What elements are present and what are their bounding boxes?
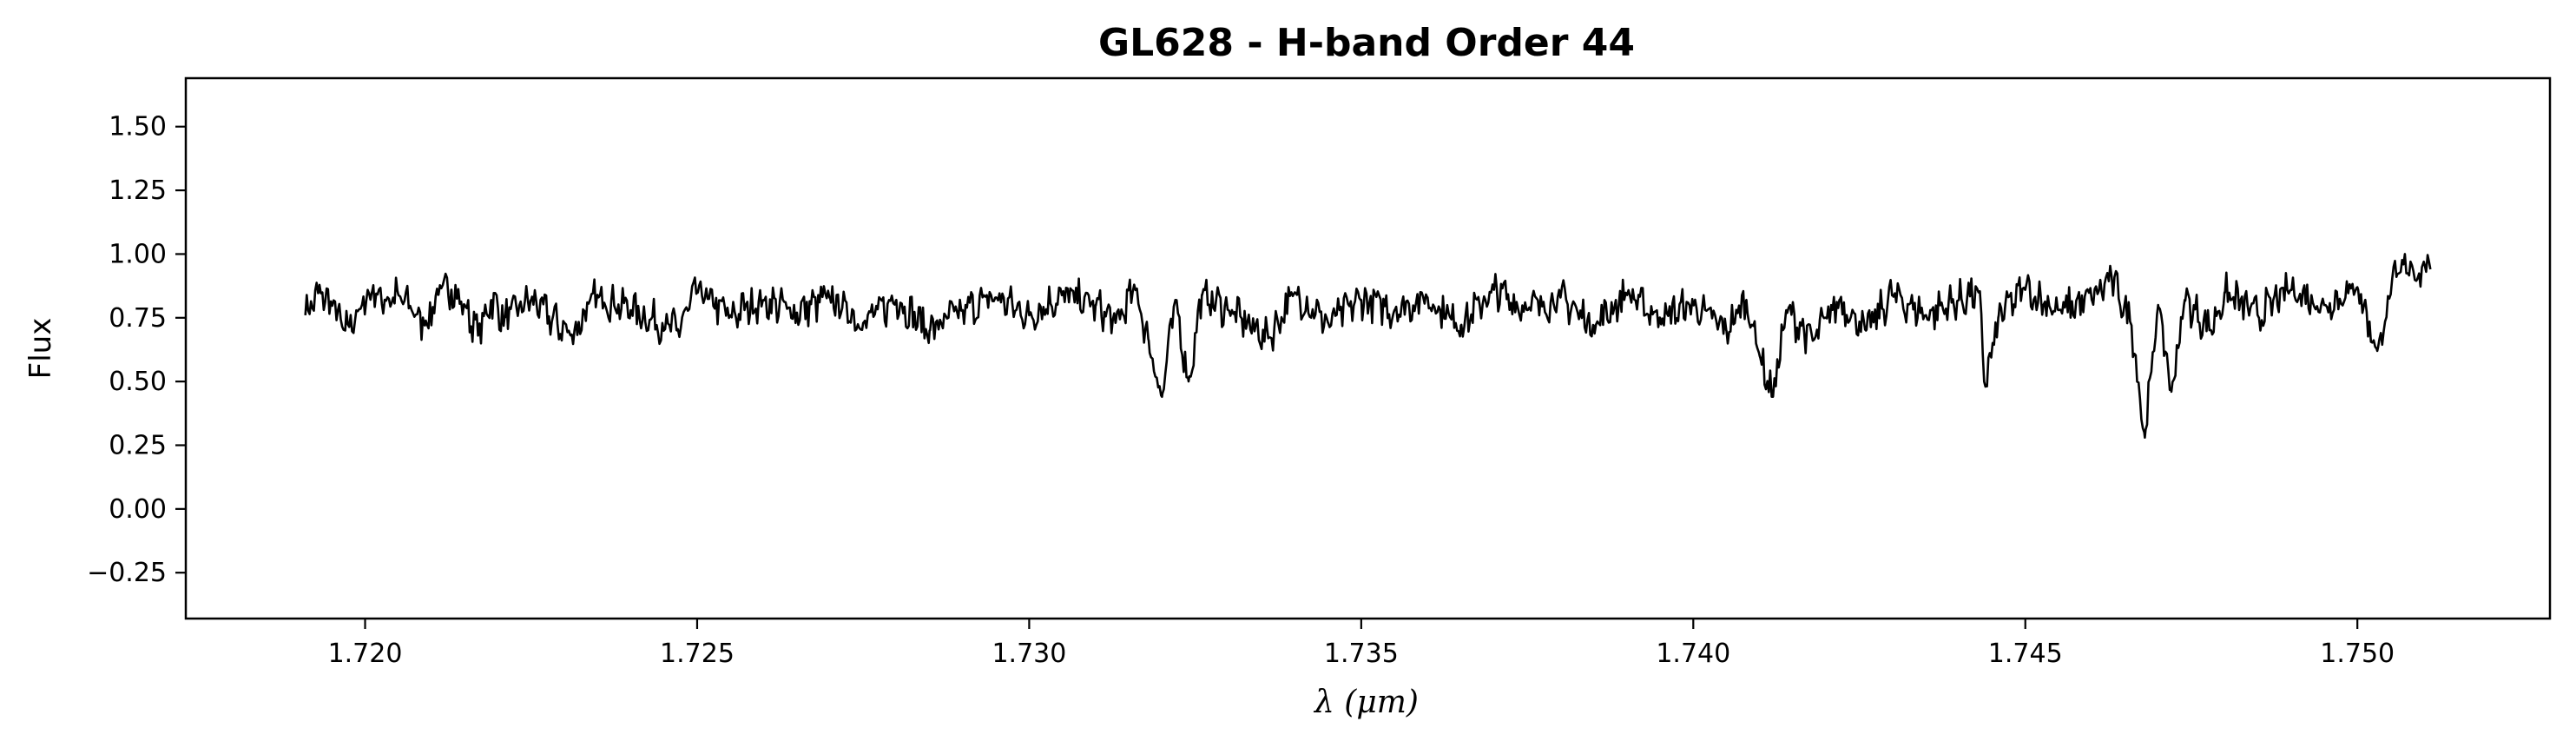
x-tick-label: 1.730	[992, 639, 1066, 669]
y-tick-label: 1.00	[109, 239, 167, 269]
y-tick-label: 1.50	[109, 112, 167, 142]
x-tick-label: 1.750	[2320, 639, 2395, 669]
y-tick-label: 1.25	[109, 175, 167, 206]
x-tick-label: 1.735	[1324, 639, 1399, 669]
y-axis: −0.25 0.00 0.25 0.50 0.75 1.00 1.25 1.50	[87, 112, 186, 588]
flux-series-line	[304, 253, 2432, 439]
x-tick-label: 1.745	[1988, 639, 2063, 669]
x-axis-label: λ (μm)	[1313, 685, 1419, 720]
y-axis-label: Flux	[23, 318, 58, 380]
y-tick-label: 0.75	[109, 303, 167, 334]
plot-area	[184, 76, 2552, 620]
y-tick-label: −0.25	[87, 558, 167, 588]
y-tick-label: 0.25	[109, 430, 167, 460]
x-tick-label: 1.740	[1656, 639, 1730, 669]
x-tick-label: 1.725	[660, 639, 735, 669]
y-tick-label: 0.00	[109, 494, 167, 525]
x-tick-label: 1.720	[328, 639, 403, 669]
x-axis: 1.720 1.725 1.730 1.735 1.740 1.745 1.750	[328, 619, 2395, 669]
chart-title: GL628 - H-band Order 44	[1098, 21, 1635, 65]
y-tick-label: 0.50	[109, 367, 167, 397]
